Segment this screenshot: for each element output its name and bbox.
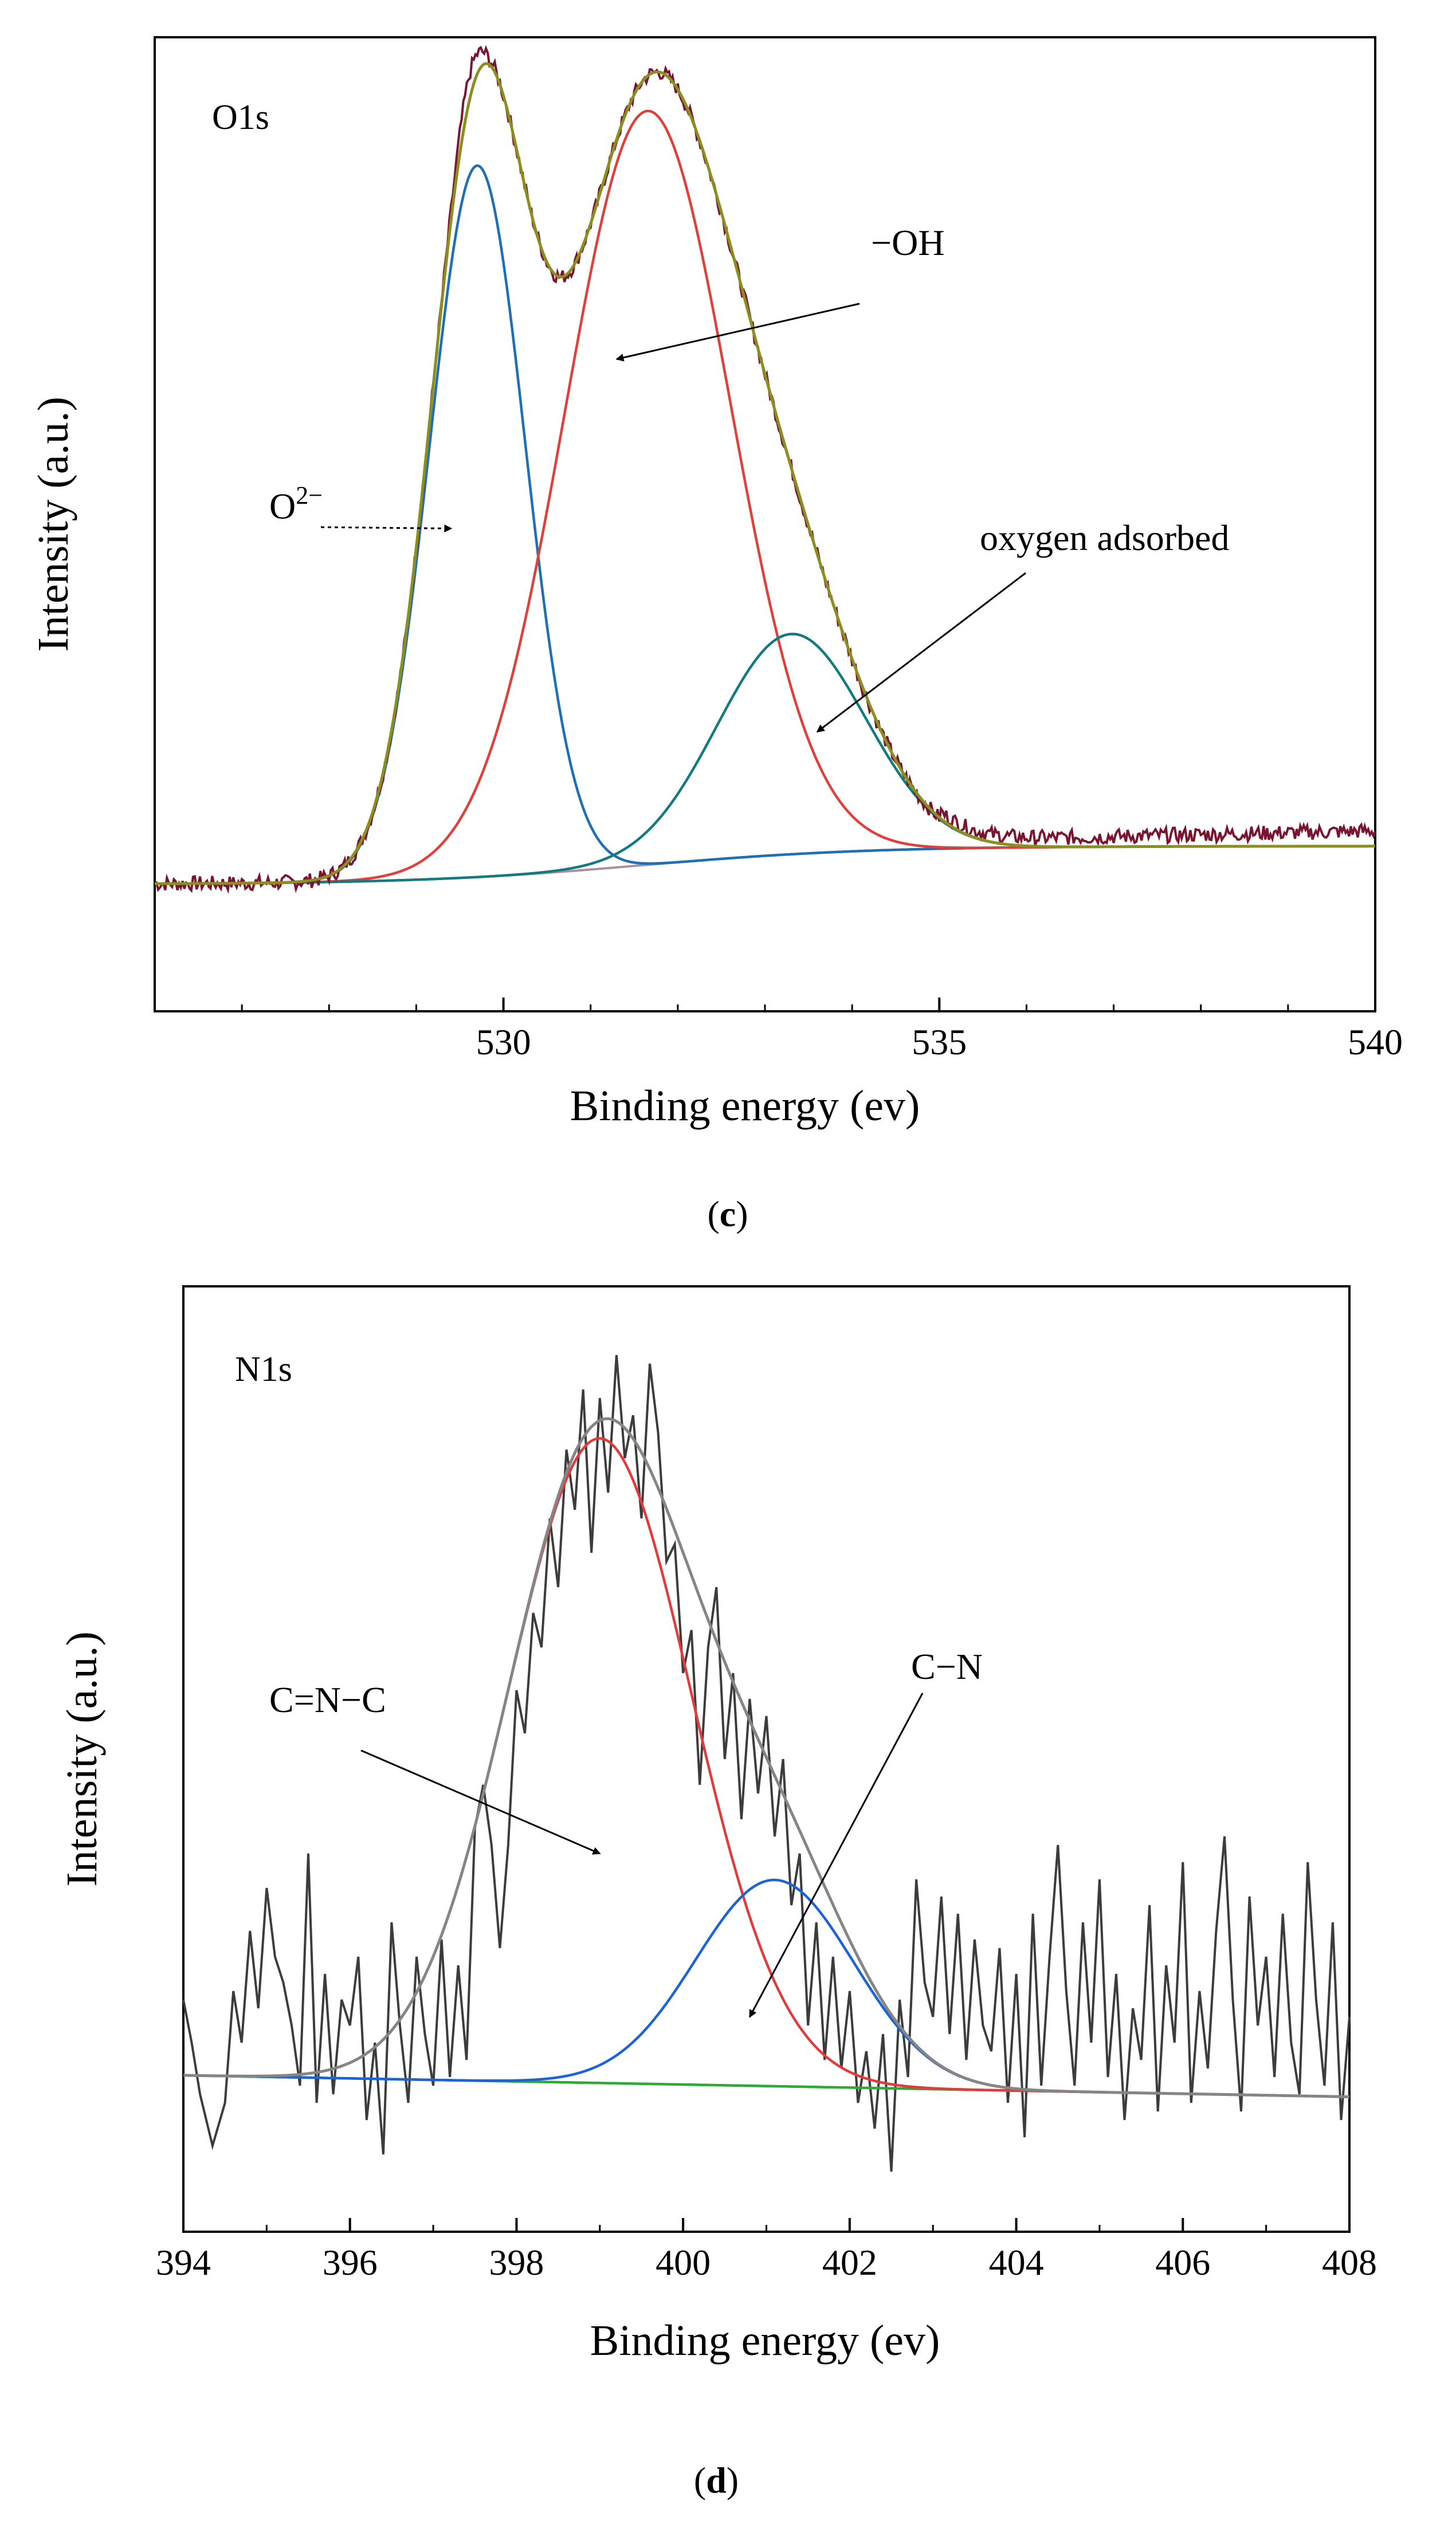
x-axis-label-d: Binding energy (ev) <box>590 2317 940 2365</box>
annotation-arrow-o2 <box>320 524 453 533</box>
annotation-o2: O2− <box>269 481 323 527</box>
x-tick-label: 394 <box>156 2242 211 2283</box>
annotation-oxygen-adsorbed: oxygen adsorbed <box>980 517 1229 558</box>
panel-label-c: (c) <box>707 1194 748 1234</box>
curves-d <box>182 1355 1351 2172</box>
annotation-cn: C−N <box>911 1646 983 1687</box>
chart-panel-d: 394 396 398 400 402 404 406 408 C=N−C C−N N1s Bi… <box>58 1285 1377 2365</box>
x-tick-label: 540 <box>1348 1022 1403 1062</box>
x-tick-label: 400 <box>656 2242 711 2283</box>
ticks-d: 394 396 398 400 402 404 406 408 <box>156 2218 1377 2283</box>
x-tick-label: 396 <box>323 2242 378 2283</box>
ticks-c: 530 535 540 <box>154 998 1403 1062</box>
y-axis-label-d: Intensity (a.u.) <box>58 1631 106 1886</box>
envelope-curve-d <box>183 1417 1350 2098</box>
x-tick-label: 398 <box>489 2242 544 2283</box>
peak-curve-c-1 <box>155 109 1375 885</box>
x-tick-label: 402 <box>822 2242 877 2283</box>
annotation-cnc: C=N−C <box>269 1679 386 1720</box>
annotation-oh: −OH <box>871 222 945 263</box>
x-tick-label: 530 <box>476 1022 531 1062</box>
annotations-d: C=N−C C−N <box>269 1646 983 2018</box>
x-tick-label: 406 <box>1155 2242 1210 2283</box>
corner-label-c: O1s <box>212 98 269 137</box>
corner-label-d: N1s <box>235 1350 292 1389</box>
annotation-arrow-oh <box>615 303 860 362</box>
x-tick-label: 535 <box>912 1022 967 1062</box>
peak-curve-d-0 <box>183 1437 1350 2098</box>
y-axis-label-c: Intensity (a.u.) <box>29 396 77 651</box>
annotation-arrow-cnc <box>360 1749 601 1855</box>
annotation-arrow-oxygen <box>816 572 1026 733</box>
raw-data-d <box>182 1355 1351 2172</box>
annotations-c: O2− −OH oxygen adsorbed <box>269 222 1229 733</box>
curves-c <box>154 45 1376 894</box>
x-tick-label: 404 <box>989 2242 1044 2283</box>
annotation-arrow-cn <box>749 1693 924 2018</box>
chart-panel-c: 530 535 540 O2− −OH oxygen adsorbed O1s Bind… <box>29 36 1403 1130</box>
x-tick-label: 408 <box>1322 2242 1377 2283</box>
x-axis-label-c: Binding energy (ev) <box>570 1082 920 1130</box>
panel-label-d: (d) <box>694 2460 739 2500</box>
envelope-curve-c <box>155 62 1375 885</box>
raw-data-c <box>154 45 1376 894</box>
peak-curve-d-1 <box>183 1878 1350 2098</box>
